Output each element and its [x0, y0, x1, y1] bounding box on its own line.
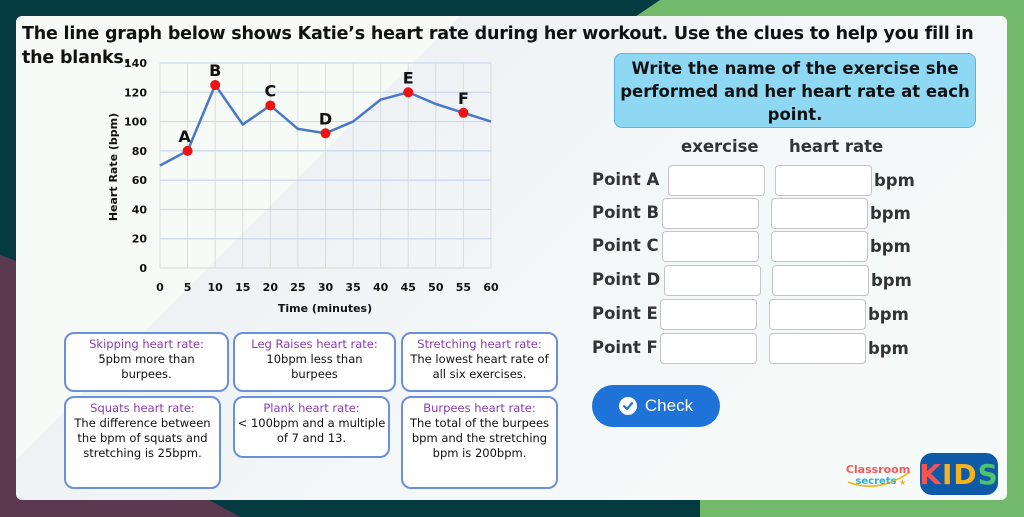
svg-text:C: C [264, 81, 276, 100]
clue-burpees: Burpees heart rate: The total of the bur… [401, 396, 558, 489]
answer-row-point-c: Point C bpm [592, 231, 912, 263]
answer-row-point-f: Point F bpm [592, 333, 912, 365]
instructions-box: Write the name of the exercise she perfo… [614, 53, 976, 128]
bpm-unit-label: bpm [871, 271, 912, 290]
point-label: Point B [592, 203, 660, 222]
heart-rate-line-chart: 0 20 40 60 80 100 120 140 0 5 10 15 20 25 30 35 40 45 50 55… [107, 57, 499, 315]
svg-text:50: 50 [428, 281, 444, 294]
heart-rate-input[interactable] [771, 231, 868, 262]
svg-text:20: 20 [263, 281, 279, 294]
exercise-input[interactable] [668, 165, 765, 196]
heart-rate-input[interactable] [771, 198, 868, 229]
bpm-unit-label: bpm [870, 237, 911, 256]
answer-row-point-d: Point D bpm [592, 265, 912, 297]
answer-row-point-e: Point E bpm [592, 299, 912, 331]
column-header-heart-rate: heart rate [789, 137, 884, 156]
clue-body: < 100bpm and a multiple of 7 and 13. [237, 416, 386, 445]
svg-text:20: 20 [132, 233, 148, 246]
clue-stretching: Stretching heart rate: The lowest heart … [401, 332, 558, 392]
svg-text:A: A [178, 127, 191, 146]
svg-text:E: E [403, 68, 414, 87]
clue-body: The total of the burpees bpm and the str… [409, 416, 550, 460]
exercise-input[interactable] [662, 198, 759, 229]
svg-text:60: 60 [483, 281, 499, 294]
svg-text:Time (minutes): Time (minutes) [278, 302, 372, 315]
heart-rate-input[interactable] [772, 265, 869, 296]
svg-text:35: 35 [345, 281, 360, 294]
column-header-exercise: exercise [681, 137, 759, 156]
bpm-unit-label: bpm [868, 305, 909, 324]
svg-text:30: 30 [318, 281, 334, 294]
bpm-unit-label: bpm [874, 171, 915, 190]
check-button-label: Check [644, 396, 694, 415]
clue-body: 5pbm more than burpees. [98, 352, 195, 381]
clue-body: The lowest heart rate of all six exercis… [410, 352, 549, 381]
svg-text:40: 40 [373, 281, 389, 294]
clue-title: Squats heart rate: [90, 401, 195, 415]
clue-body: The difference between the bpm of squats… [74, 416, 211, 460]
answer-row-point-a: Point A bpm [592, 165, 915, 197]
svg-text:10: 10 [208, 281, 224, 294]
svg-text:0: 0 [156, 281, 164, 294]
svg-text:Classroom: Classroom [846, 463, 910, 476]
svg-text:D: D [319, 109, 332, 128]
exercise-input[interactable] [660, 333, 757, 364]
svg-text:5: 5 [184, 281, 192, 294]
point-label: Point F [592, 338, 658, 357]
svg-text:secrets: secrets [855, 476, 896, 487]
clue-title: Stretching heart rate: [417, 337, 542, 351]
clue-title: Leg Raises heart rate: [251, 337, 378, 351]
exercise-input[interactable] [662, 231, 759, 262]
svg-text:55: 55 [456, 281, 471, 294]
bpm-unit-label: bpm [870, 204, 911, 223]
check-button[interactable]: Check [592, 385, 720, 427]
svg-text:60: 60 [132, 174, 148, 187]
clue-plank: Plank heart rate: < 100bpm and a multipl… [233, 396, 390, 458]
classroom-secrets-logo: Classroom secrets ★ [846, 463, 911, 488]
svg-text:40: 40 [132, 203, 148, 216]
heart-rate-input[interactable] [769, 333, 866, 364]
svg-text:80: 80 [132, 145, 148, 158]
question-title: The line graph below shows Katie’s heart… [22, 24, 974, 68]
svg-text:B: B [209, 61, 221, 80]
point-label: Point A [592, 170, 660, 189]
heart-rate-input[interactable] [775, 165, 872, 196]
svg-text:25: 25 [290, 281, 305, 294]
clue-title: Skipping heart rate: [89, 337, 204, 351]
heart-rate-input[interactable] [769, 299, 866, 330]
clue-body: 10bpm less than burpees [266, 352, 363, 381]
svg-text:F: F [458, 89, 469, 108]
exercise-input[interactable] [660, 299, 757, 330]
check-circle-icon [618, 397, 637, 415]
clue-squats: Squats heart rate: The difference betwee… [64, 396, 221, 489]
svg-text:45: 45 [401, 281, 416, 294]
svg-text:140: 140 [124, 57, 147, 70]
svg-text:Heart Rate (bpm): Heart Rate (bpm) [107, 113, 120, 221]
svg-text:100: 100 [124, 116, 147, 129]
clue-skipping: Skipping heart rate: 5pbm more than burp… [64, 332, 229, 392]
point-label: Point D [592, 270, 661, 289]
point-label: Point E [592, 304, 658, 323]
answer-row-point-b: Point B bpm [592, 198, 912, 230]
exercise-input[interactable] [664, 265, 761, 296]
clue-title: Plank heart rate: [263, 401, 360, 415]
svg-text:★: ★ [899, 478, 906, 487]
point-label: Point C [592, 236, 659, 255]
bpm-unit-label: bpm [868, 339, 909, 358]
clue-title: Burpees heart rate: [423, 401, 536, 415]
background-teal-shape-2 [200, 495, 700, 517]
svg-text:15: 15 [235, 281, 250, 294]
clue-leg-raises: Leg Raises heart rate: 10bpm less than b… [233, 332, 396, 392]
svg-text:0: 0 [139, 262, 147, 275]
svg-text:120: 120 [124, 86, 147, 99]
